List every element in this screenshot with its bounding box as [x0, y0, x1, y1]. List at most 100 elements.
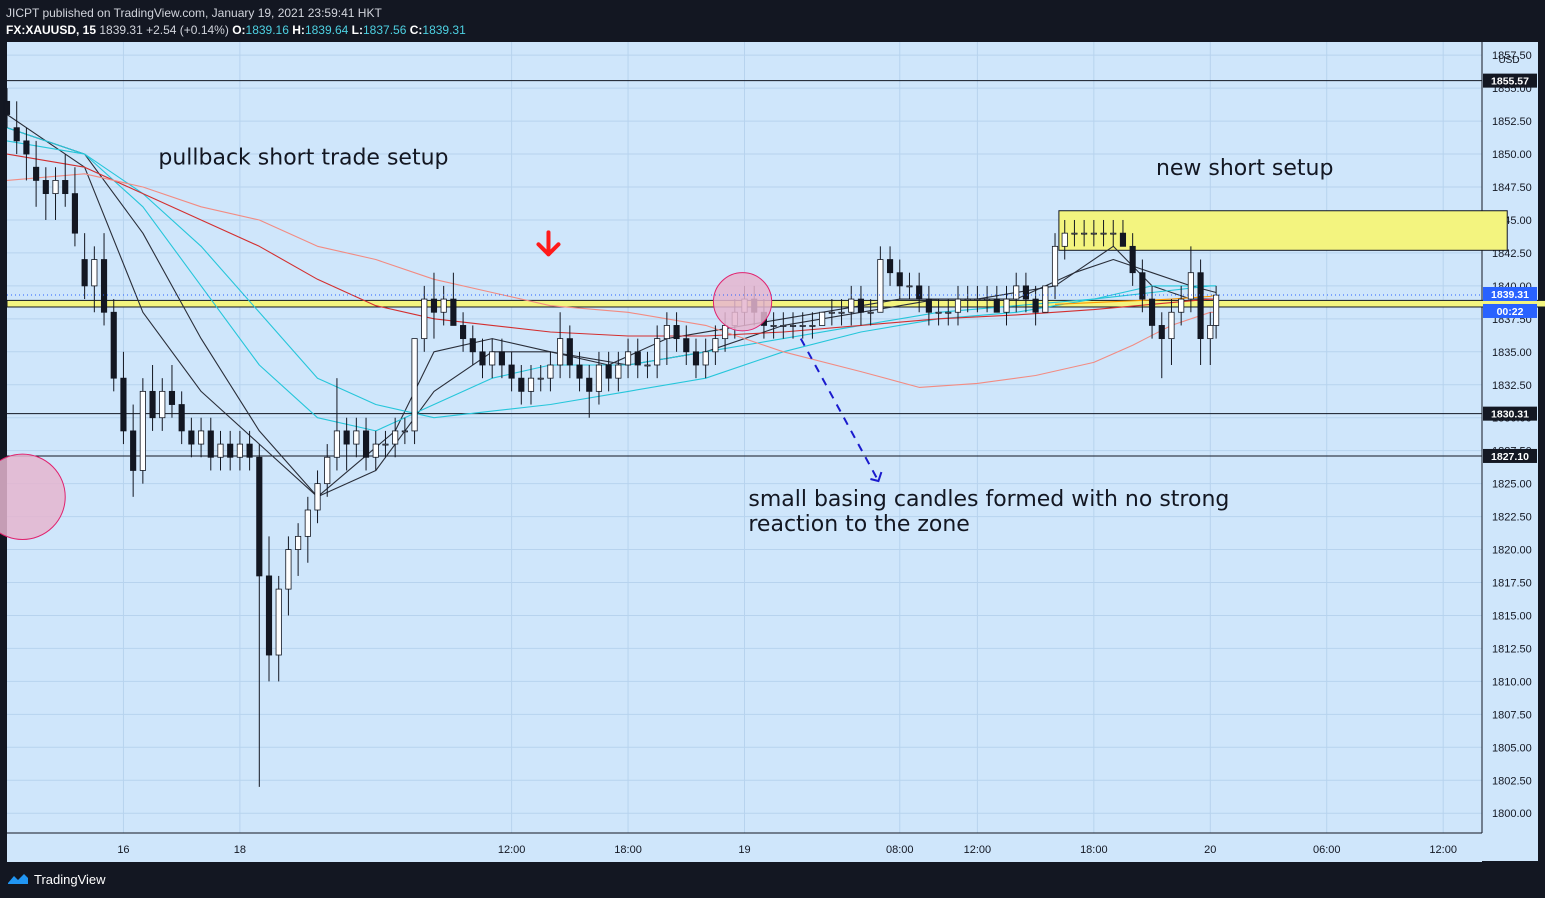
candle-body: [1139, 272, 1146, 300]
candle-body: [353, 430, 360, 445]
close-label: C:: [409, 23, 423, 37]
tradingview-logo-icon[interactable]: [7, 872, 29, 886]
candle-body: [547, 364, 554, 379]
price-line-badge: [1483, 73, 1537, 88]
candle-body: [227, 443, 234, 458]
candle-body: [130, 430, 137, 471]
candle-body: [62, 180, 69, 195]
y-tick-label: 1835.00: [1492, 347, 1532, 359]
candle-body: [1158, 325, 1165, 340]
highlight-circle: [0, 453, 66, 541]
candle-body: [1187, 272, 1194, 300]
candle-body: [566, 338, 573, 366]
candle-body: [984, 298, 991, 301]
candle-body: [411, 338, 418, 432]
candle-body: [1061, 232, 1068, 247]
candle-body: [1090, 232, 1097, 235]
candle-body: [362, 430, 370, 458]
candle-body: [828, 311, 835, 314]
candle-body: [896, 272, 903, 287]
countdown-badge-label: 00:22: [1497, 306, 1524, 318]
last-price-value: 1839.31: [99, 23, 143, 37]
candle-body: [595, 364, 603, 392]
candle-body: [867, 311, 874, 314]
symbol-label: FX:XAUUSD, 15: [6, 23, 97, 37]
projection-dashed-line: [799, 338, 880, 482]
candle-body: [624, 351, 632, 366]
candle-body: [479, 351, 486, 366]
candle-body: [906, 285, 913, 288]
candle-body: [81, 259, 88, 287]
candle-body: [663, 325, 670, 340]
candle-body: [780, 325, 787, 327]
candle-body: [605, 364, 612, 379]
candle-body: [372, 443, 379, 458]
open-label: O:: [232, 23, 246, 37]
candle-body: [304, 509, 311, 537]
candle-body: [1032, 298, 1039, 313]
y-tick-label: 1807.50: [1492, 709, 1532, 721]
candle-body: [343, 430, 350, 445]
last-price-badge: [1483, 286, 1537, 301]
currency-label: USD: [1498, 55, 1519, 66]
last-price-badge-label: 1839.31: [1491, 289, 1529, 301]
chart-header: JICPT published on TradingView.com, Janu…: [0, 0, 1545, 42]
candle-body: [576, 364, 583, 379]
candle-body: [430, 298, 438, 313]
candle-body: [993, 298, 1000, 313]
candle-body: [217, 443, 224, 458]
candle-body: [421, 298, 428, 340]
candle-body: [1178, 298, 1185, 313]
y-tick-label: 1825.00: [1492, 479, 1532, 491]
price-line-badge-label: 1855.57: [1491, 76, 1529, 88]
candle-body: [1100, 232, 1107, 235]
candle-body: [401, 430, 408, 433]
x-tick-label: 12:00: [964, 844, 992, 856]
low-value: 1837.56: [363, 23, 407, 37]
candle-body: [52, 180, 59, 195]
x-tick-label: 06:00: [1313, 844, 1341, 856]
candle-body: [673, 325, 680, 340]
candle-body: [954, 298, 962, 313]
candle-body: [925, 298, 932, 313]
y-tick-label: 1852.50: [1492, 116, 1532, 128]
footer-bar: TradingView: [0, 862, 1545, 898]
candle-body: [789, 325, 797, 327]
candle-body: [91, 259, 98, 287]
y-tick-label: 1822.50: [1492, 512, 1532, 524]
y-tick-label: 1817.50: [1492, 578, 1532, 590]
close-value: 1839.31: [422, 23, 466, 37]
candle-body: [460, 325, 467, 340]
price-line-badge: [1483, 406, 1537, 421]
candle-body: [916, 285, 923, 300]
candle-body: [71, 193, 78, 234]
projection-arrowhead-icon: [870, 471, 883, 483]
candle-body: [1042, 285, 1049, 313]
x-tick-label: 12:00: [1429, 844, 1457, 856]
brand-label[interactable]: TradingView: [34, 872, 106, 887]
candle-body: [1051, 245, 1059, 287]
candle-body: [188, 430, 195, 445]
candle-body: [1081, 232, 1088, 235]
candle-body: [13, 127, 20, 142]
candle-body: [1207, 325, 1214, 340]
candle-body: [935, 311, 942, 314]
candle-body: [945, 311, 952, 314]
x-tick-label: 12:00: [498, 844, 526, 856]
y-tick-label: 1800.00: [1492, 808, 1532, 820]
candle-body: [586, 377, 593, 392]
candle-body: [139, 390, 146, 471]
y-tick-label: 1805.00: [1492, 742, 1532, 754]
annotation-text: reaction to the zone: [748, 512, 969, 537]
candle-body: [527, 377, 535, 392]
candle-body: [1168, 311, 1175, 340]
price-line-badge-label: 1830.31: [1491, 409, 1529, 421]
annotation-text: small basing candles formed with no stro…: [748, 487, 1229, 512]
candle-body: [654, 338, 661, 366]
candle-body: [314, 483, 321, 511]
x-tick-label: 19: [738, 844, 750, 856]
candle-body: [168, 390, 176, 405]
y-tick-label: 1802.50: [1492, 775, 1532, 787]
candle-body: [159, 390, 166, 419]
